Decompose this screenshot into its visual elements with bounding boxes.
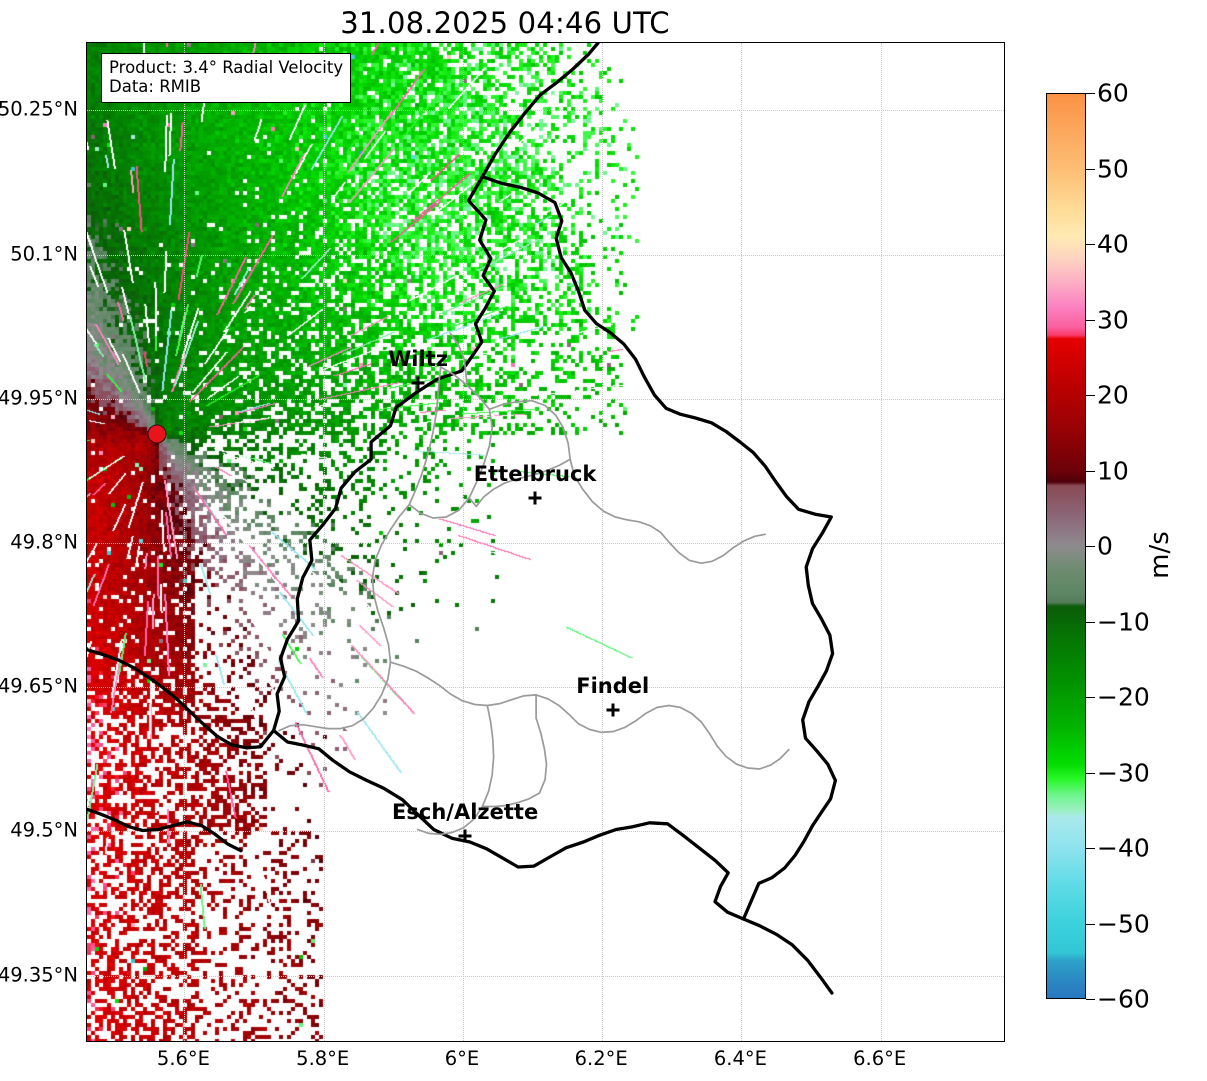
colorbar-tick [1086,848,1095,849]
city-marker-cross [606,703,620,717]
longitude-tick: 6°E [444,1047,480,1070]
colorbar-tick [1086,93,1095,94]
border-line [480,43,600,179]
colorbar-tick [1086,244,1095,245]
colorbar-tick-label: −30 [1097,758,1150,787]
colorbar-tick-label: 10 [1097,456,1129,485]
gridline-horizontal [87,975,1004,977]
city-label: Ettelbruck [473,461,597,486]
latitude-tick: 49.35°N [0,963,78,987]
colorbar-tick-label: 0 [1097,531,1113,561]
border-line [408,366,442,506]
colorbar-tick [1086,772,1095,774]
radar-site-marker [147,424,167,444]
city-label: Findel [576,673,650,698]
border-overlay [87,43,838,995]
colorbar-tick [1086,168,1095,170]
border-line [480,175,838,921]
colorbar-tick-label: −10 [1097,607,1150,636]
latitude-tick: 49.65°N [0,674,78,698]
border-line [468,458,572,508]
gridline-vertical [184,43,186,1041]
colorbar-tick-label: −40 [1097,833,1150,863]
border-line [408,366,494,519]
colorbar-tick-label: −50 [1097,909,1150,938]
colorbar [1046,93,1086,999]
gridline-horizontal [87,110,1004,112]
latitude-tick: 50.1°N [10,242,78,266]
border-line [449,332,468,387]
info-product-line: Product: 3.4° Radial Velocity [109,58,344,77]
gridline-horizontal [87,831,1004,833]
border-line [87,807,243,853]
city-marker-cross [458,829,472,842]
latitude-tick: 49.95°N [0,386,78,410]
border-line [488,399,766,565]
colorbar-tick-label: −20 [1097,682,1150,712]
border-line [87,648,276,750]
colorbar-tick [1086,470,1095,472]
border-line [389,661,790,770]
colorbar-gradient [1047,94,1085,998]
gridline-vertical [323,43,325,1041]
gridline-vertical [602,43,604,1041]
border-line [271,175,834,995]
city-marker-cross [411,376,425,390]
gridline-horizontal [87,254,1004,256]
gridline-vertical [880,43,882,1041]
colorbar-tick [1086,395,1095,396]
radar-data-layer [87,43,1004,1041]
colorbar-tick-label: 40 [1097,229,1129,259]
gridline-horizontal [87,543,1004,544]
city-label: Esch/Alzette [392,799,539,824]
colorbar-tick-label: 50 [1097,154,1129,183]
latitude-tick: 49.5°N [10,818,78,842]
longitude-tick: 5.8°E [296,1047,350,1070]
colorbar-tick [1086,621,1095,623]
border-line [278,503,411,732]
colorbar-tick [1086,999,1095,1000]
longitude-tick: 6.4°E [713,1047,767,1070]
gridline-vertical [462,43,464,1041]
city-marker-cross [528,491,542,505]
gridline-horizontal [87,687,1004,689]
product-info-box: Product: 3.4° Radial Velocity Data: RMIB [101,53,352,103]
colorbar-tick [1086,546,1095,547]
latitude-tick-labels: 50.25°N 50.1°N 49.95°N 49.8°N 49.65°N 49.5°N 4… [0,0,78,1081]
longitude-tick: 5.6°E [156,1047,211,1070]
longitude-tick: 6.2°E [574,1047,628,1070]
border-line [481,694,548,808]
latitude-tick: 49.8°N [10,530,78,554]
colorbar-tick [1086,697,1095,698]
colorbar-tick-label: 60 [1097,78,1129,108]
longitude-tick: 6.6°E [853,1047,907,1070]
radar-map-axes: Wiltz Ettelbruck Findel Esch/Alzette Produc… [86,42,1005,1042]
colorbar-tick [1086,923,1095,925]
info-data-line: Data: RMIB [109,77,202,97]
colorbar-tick-label: 30 [1097,305,1129,334]
colorbar-tick-label: 20 [1097,380,1129,410]
colorbar-tick-label: −60 [1097,984,1150,1014]
radar-velocity-field [87,43,1004,1041]
colorbar-tick [1086,319,1095,321]
colorbar-unit-label: m/s [1145,531,1175,579]
page-title: 31.08.2025 04:46 UTC [340,6,670,40]
latitude-tick: 50.25°N [0,97,78,121]
city-label: Wiltz [388,346,448,371]
gridline-horizontal [87,398,1004,400]
